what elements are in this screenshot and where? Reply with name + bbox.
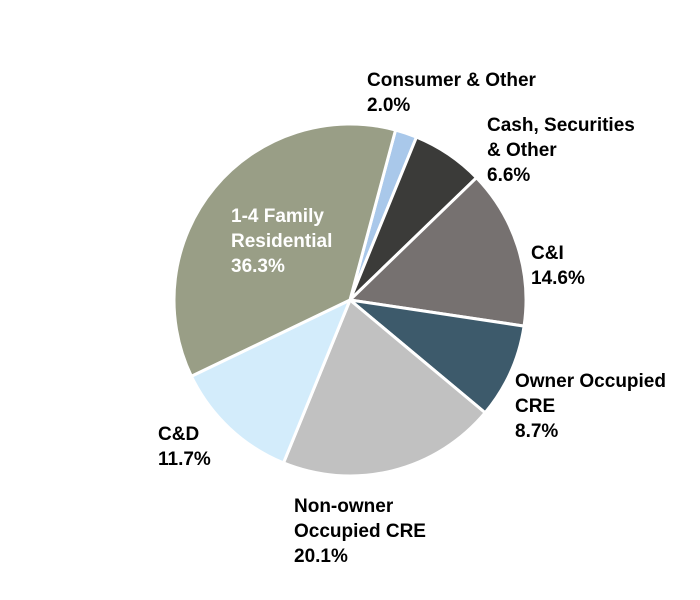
pie-label-1-4-family-residential: 1-4 Family Residential 36.3% (231, 206, 332, 277)
pie-value-label: 36.3% (231, 256, 285, 277)
pie-slice-1-4-family-residential (172, 122, 398, 378)
pie-label-c-d: C&D 11.7% (158, 424, 211, 470)
pie-slices (172, 122, 528, 478)
pie-category-label: Occupied CRE (294, 521, 426, 542)
pie-category-label: 1-4 Family (231, 206, 324, 227)
pie-value-label: 11.7% (158, 449, 211, 470)
pie-category-label: Consumer & Other (367, 70, 537, 91)
pie-label-cash-securities-other: Cash, Securities & Other 6.6% (487, 115, 635, 186)
pie-label-non-owner-occupied-cre: Non-owner Occupied CRE 20.1% (294, 496, 426, 567)
pie-value-label: 20.1% (294, 546, 348, 567)
pie-category-label: C&D (158, 424, 199, 445)
pie-category-label: & Other (487, 140, 557, 161)
pie-category-label: Owner Occupied (515, 371, 666, 392)
pie-value-label: 2.0% (367, 95, 410, 116)
pie-category-label: CRE (515, 396, 555, 417)
pie-slice-c-d (189, 298, 352, 465)
pie-labels: Consumer & Other 2.0% Cash, Securities & Ot… (158, 70, 666, 567)
pie-value-label: 8.7% (515, 421, 558, 442)
pie-category-label: Non-owner (294, 496, 394, 517)
pie-label-owner-occupied-cre: Owner Occupied CRE 8.7% (515, 371, 666, 442)
pie-value-label: 6.6% (487, 165, 530, 186)
pie-slice-non-owner-occupied-cre (282, 298, 487, 478)
pie-label-c-i: C&I 14.6% (531, 243, 585, 289)
pie-label-consumer-other: Consumer & Other 2.0% (367, 70, 537, 116)
pie-category-label: Residential (231, 231, 332, 252)
pie-slice-owner-occupied-cre (348, 298, 526, 415)
pie-category-label: C&I (531, 243, 564, 264)
pie-slice-c-i (348, 176, 528, 328)
pie-category-label: Cash, Securities (487, 115, 635, 136)
pie-value-label: 14.6% (531, 268, 585, 289)
